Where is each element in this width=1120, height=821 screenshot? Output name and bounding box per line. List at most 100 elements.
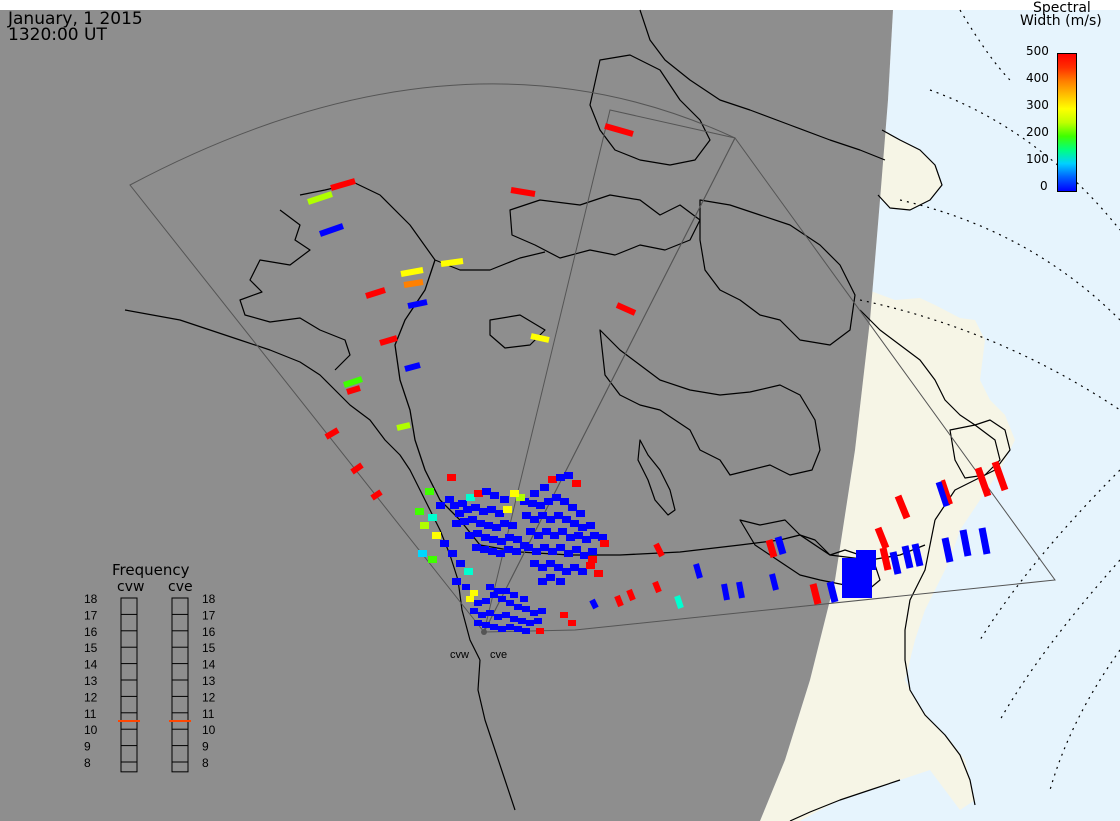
echo-cell xyxy=(396,422,411,431)
echo-cell xyxy=(492,524,501,531)
great-lakes xyxy=(739,519,881,591)
echo-cell xyxy=(465,532,474,539)
frequency-tick: 17 xyxy=(84,608,98,622)
echo-cell xyxy=(489,536,498,543)
freq-radar-label-cvw: cvw xyxy=(117,579,145,595)
echo-cell xyxy=(991,460,1009,492)
echo-cell xyxy=(307,191,333,205)
echo-cell xyxy=(490,492,499,499)
echo-cell xyxy=(534,618,542,624)
echo-cell xyxy=(350,462,364,475)
echo-cell xyxy=(769,573,779,591)
greenland-day xyxy=(878,130,942,210)
echo-cell xyxy=(415,508,424,515)
frequency-tick: 18 xyxy=(202,592,216,606)
echo-cell xyxy=(653,542,665,558)
echo-cell xyxy=(520,498,529,505)
frequency-tick: 12 xyxy=(84,690,98,704)
echo-cell xyxy=(473,530,482,537)
echo-cell xyxy=(578,568,587,575)
echo-cell xyxy=(450,502,459,509)
echo-cell xyxy=(626,588,636,602)
echo-cell xyxy=(540,544,549,551)
echo-cell xyxy=(614,594,624,608)
echo-cell xyxy=(652,580,662,594)
echo-cell xyxy=(466,494,475,501)
echo-cell xyxy=(478,612,486,618)
frequency-tick: 16 xyxy=(84,625,98,639)
echo-cell xyxy=(481,534,490,541)
frequency-tick: 14 xyxy=(84,658,98,672)
echo-cell xyxy=(941,479,953,505)
echo-cell xyxy=(482,622,490,628)
echo-cell xyxy=(471,504,480,511)
frequency-tick: 9 xyxy=(84,740,91,754)
echo-cell xyxy=(490,624,498,630)
echo-cell xyxy=(693,563,703,579)
echo-cell xyxy=(566,534,575,541)
echo-cell xyxy=(514,626,522,632)
echo-cell xyxy=(346,385,361,395)
echo-cell xyxy=(536,502,545,509)
echo-cell xyxy=(526,528,535,535)
echo-cell xyxy=(476,520,485,527)
echo-cell xyxy=(486,610,494,616)
frequency-tick: 17 xyxy=(202,608,216,622)
colorbar-tick: 0 xyxy=(1040,179,1048,193)
echo-cell xyxy=(894,494,911,520)
echo-cell xyxy=(538,578,547,585)
echo-cell xyxy=(978,527,991,555)
echo-cell xyxy=(530,560,539,567)
echo-cell xyxy=(556,474,565,481)
echo-cell xyxy=(548,548,557,555)
echo-cell xyxy=(440,258,464,267)
date-label: January, 1 2015 xyxy=(8,9,143,29)
frequency-tick: 18 xyxy=(84,592,98,606)
echo-cell xyxy=(488,548,497,555)
echo-cell xyxy=(480,546,489,553)
echo-cell xyxy=(522,512,531,519)
colorbar-tick: 100 xyxy=(1026,152,1049,166)
echo-cell xyxy=(586,562,595,569)
echo-cell xyxy=(554,512,563,519)
labrador-east xyxy=(859,309,1011,521)
alaska-coast xyxy=(124,309,481,661)
echo-cell xyxy=(407,299,428,309)
frequency-column-cve xyxy=(171,597,189,773)
echo-cell xyxy=(536,628,544,634)
echo-cell xyxy=(524,544,533,551)
echo-cell xyxy=(574,532,583,539)
echo-cell xyxy=(560,612,568,618)
echo-cell xyxy=(546,516,555,523)
echo-cell xyxy=(522,606,530,612)
colorbar-title-line2: Width (m/s) xyxy=(1020,13,1102,29)
echo-cell xyxy=(502,588,510,594)
echo-cell xyxy=(765,539,778,558)
frequency-tick: 15 xyxy=(84,641,98,655)
echo-cell xyxy=(455,510,464,517)
echo-cell xyxy=(889,551,902,575)
echo-cell xyxy=(506,600,514,606)
echo-cell xyxy=(530,333,550,343)
echo-cell xyxy=(568,620,576,626)
echo-cell xyxy=(554,564,563,571)
echo-cell xyxy=(550,532,559,539)
echo-cell xyxy=(576,510,585,517)
frequency-title: Frequency xyxy=(112,561,190,579)
echo-cell xyxy=(562,568,571,575)
echo-cell xyxy=(418,550,427,557)
echo-cell xyxy=(546,560,555,567)
frequency-tick: 9 xyxy=(202,740,209,754)
canada-us-border xyxy=(394,259,926,561)
frequency-tick: 12 xyxy=(202,690,216,704)
echo-cell xyxy=(440,540,449,547)
echo-cell xyxy=(570,520,579,527)
echo-cell xyxy=(901,545,914,569)
echo-cell xyxy=(568,504,577,511)
echo-cell xyxy=(526,620,534,626)
echo-cell xyxy=(365,287,386,299)
echo-cell xyxy=(504,546,513,553)
echo-cell xyxy=(447,474,456,481)
echo-cell xyxy=(586,522,595,529)
echo-cell xyxy=(498,596,506,602)
